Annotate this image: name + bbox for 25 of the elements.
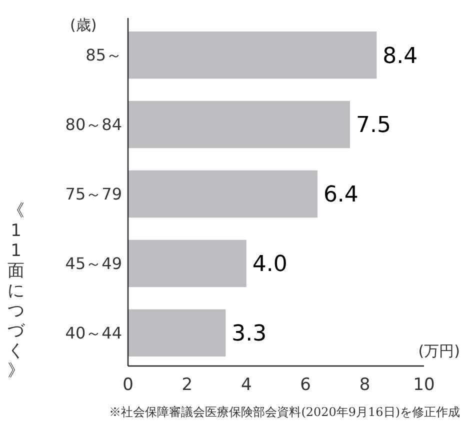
x-tick-label: 10 — [413, 375, 435, 395]
x-tick-label: 8 — [359, 375, 370, 395]
y-tick-label: 75～79 — [65, 184, 122, 204]
data-label: 8.4 — [382, 44, 418, 69]
bar — [128, 100, 350, 148]
data-label: 3.3 — [232, 322, 267, 347]
data-label: 4.0 — [252, 252, 288, 278]
bar — [128, 170, 318, 218]
data-label: 6.4 — [323, 182, 358, 208]
x-tick-label: 4 — [240, 375, 252, 395]
y-tick-label: 45～49 — [65, 254, 122, 274]
bar — [128, 31, 377, 79]
x-axis-title: (万円) — [418, 342, 460, 360]
x-tick-label: 2 — [182, 375, 193, 395]
y-axis-title: (歳) — [70, 16, 97, 34]
data-label: 7.5 — [356, 113, 391, 138]
bar — [128, 309, 226, 357]
y-tick-label: 80～84 — [65, 115, 122, 134]
x-tick-label: 0 — [122, 375, 134, 395]
y-tick-label: 40～44 — [65, 324, 122, 343]
text: 《11面につづく》 — [8, 201, 24, 381]
text: ※社会保障審議会医療保険部会資料(2020年9月16日)を修正作成 — [109, 405, 460, 419]
bar — [128, 240, 246, 288]
y-tick-label: 85～ — [86, 46, 122, 65]
x-tick-label: 6 — [300, 375, 312, 395]
